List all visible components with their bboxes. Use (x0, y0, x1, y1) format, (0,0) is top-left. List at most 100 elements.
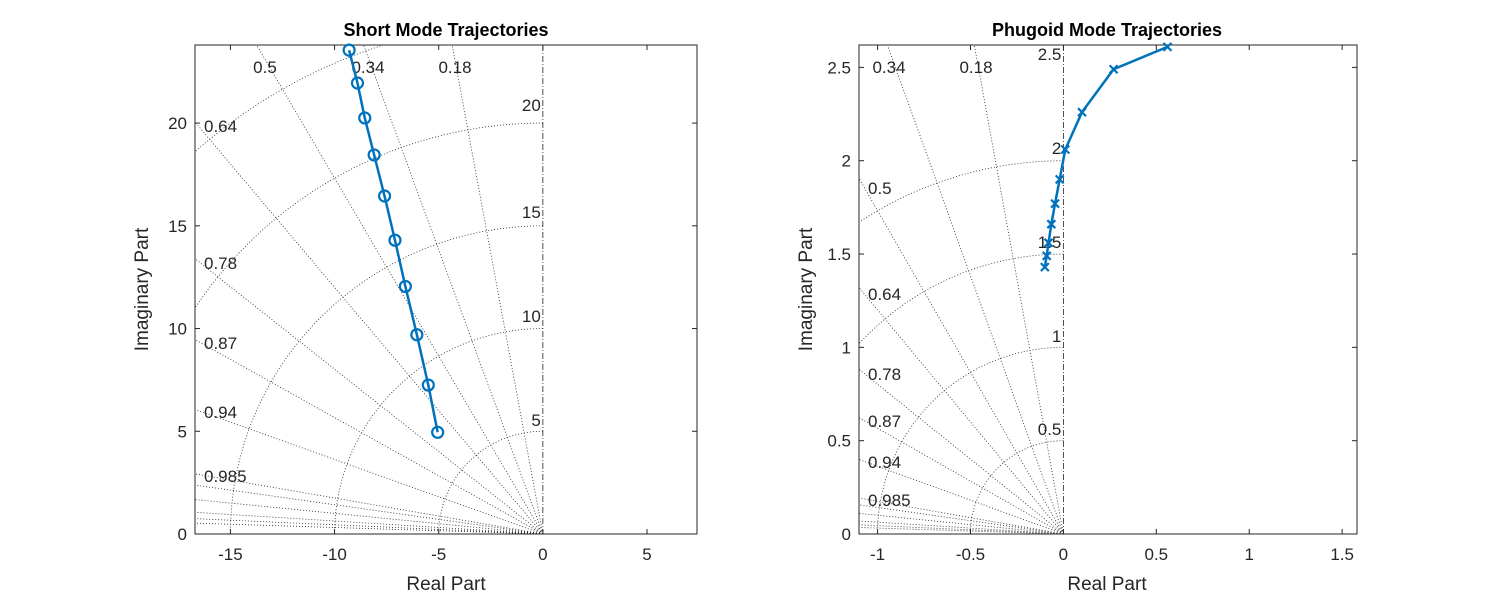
data-point (1043, 238, 1054, 248)
wn-arc (438, 430, 543, 534)
data-point (398, 279, 412, 294)
damping-ray (859, 524, 1064, 534)
damping-label: 0.34 (351, 58, 384, 77)
damping-label: 0.18 (438, 58, 471, 77)
data-point (431, 425, 445, 439)
data-point (1046, 219, 1057, 229)
y-axis-label: Imaginary Part (132, 227, 153, 351)
chart-title: Short Mode Trajectories (343, 20, 548, 40)
damping-ray (195, 511, 543, 534)
y-tick-label: 2 (842, 152, 851, 171)
sgrid (859, 45, 1064, 534)
data-point (358, 111, 372, 125)
trajectory-line (347, 49, 439, 433)
damping-label: 0.94 (204, 403, 237, 422)
data-point (421, 378, 435, 392)
damping-label: 0.64 (868, 285, 901, 304)
data-point (1162, 42, 1173, 52)
wn-label: 1 (1052, 327, 1061, 346)
y-tick-label: 10 (168, 320, 187, 339)
y-tick-label: 0 (178, 525, 187, 544)
damping-ray (859, 527, 1064, 534)
x-tick-label: 0 (1059, 545, 1068, 564)
chart-panel-1: -15 -10 -5 0 5 0 5 10 15 20 0.5 0.34 0.18 0.64 0.78 0.8… (132, 20, 698, 595)
damping-label: 0.87 (204, 334, 237, 353)
data-point (350, 76, 365, 90)
damping-label: 0.985 (204, 467, 247, 486)
x-axis-label: Real Part (406, 574, 486, 595)
data-point (367, 148, 381, 162)
data-point (1054, 174, 1065, 185)
wn-arc (230, 225, 543, 534)
wn-label: 10 (522, 307, 541, 326)
damping-label: 0.5 (253, 58, 277, 77)
x-tick-label: 1 (1244, 545, 1253, 564)
x-tick-label: -10 (322, 545, 347, 564)
damping-ray (195, 522, 543, 534)
y-axis-label: Imaginary Part (796, 227, 817, 351)
y-tick-label: 1 (842, 338, 851, 357)
data-point (388, 233, 402, 247)
sgrid (195, 45, 544, 534)
x-axis-label: Real Part (1067, 574, 1147, 595)
wn-arc (970, 440, 1064, 534)
y-tick-label: 0 (842, 525, 851, 544)
damping-label: 0.985 (868, 491, 911, 510)
wn-label: 0.5 (1038, 420, 1062, 439)
trajectory-line (1043, 45, 1168, 268)
wn-label: 2.5 (1038, 45, 1062, 64)
data-point (1041, 251, 1052, 261)
damping-ray (859, 497, 1064, 534)
x-tick-label: -1 (870, 545, 885, 564)
x-tick-label: 1.5 (1330, 545, 1354, 564)
chart-title: Phugoid Mode Trajectories (992, 20, 1222, 40)
wn-label: 2 (1052, 139, 1061, 158)
damping-label: 0.34 (872, 58, 905, 77)
x-tick-label: 5 (642, 545, 651, 564)
x-tick-label: -0.5 (956, 545, 985, 564)
damping-ray (859, 417, 1064, 534)
x-tick-label: -15 (218, 545, 243, 564)
data-point (377, 189, 392, 203)
y-tick-label: 20 (168, 114, 187, 133)
y-tick-label: 2.5 (827, 58, 851, 77)
wn-label: 5 (531, 411, 540, 430)
damping-ray (859, 512, 1064, 534)
damping-label: 0.87 (868, 412, 901, 431)
data-point (342, 43, 356, 57)
data-point (1050, 198, 1060, 209)
data-point (1077, 107, 1087, 117)
damping-ray (195, 484, 543, 534)
plot-area (194, 44, 698, 535)
wn-arc (877, 346, 1064, 534)
damping-ray (195, 339, 544, 534)
chart-panel-2: -1 -0.5 0 0.5 1 1.5 0 0.5 1 1.5 2 2.5 0.34 0.18 0.5 0.6… (796, 20, 1358, 595)
x-tick-label: -5 (431, 545, 446, 564)
wn-label: 15 (522, 203, 541, 222)
damping-ray (195, 473, 543, 534)
damping-ray (195, 409, 543, 534)
y-tick-label: 0.5 (827, 432, 851, 451)
damping-label: 0.78 (204, 254, 237, 273)
data-point (1108, 64, 1119, 75)
wn-arc (334, 328, 543, 534)
data-point (1040, 262, 1050, 272)
y-tick-label: 1.5 (827, 245, 851, 264)
damping-ray (859, 459, 1064, 534)
data-point (1060, 144, 1071, 155)
damping-ray (195, 518, 543, 534)
plot-area (858, 44, 1358, 535)
damping-ray (859, 368, 1064, 534)
data-point (410, 328, 424, 342)
damping-label: 0.18 (959, 58, 992, 77)
damping-ray (859, 504, 1064, 534)
x-tick-label: 0.5 (1144, 545, 1168, 564)
damping-label: 0.94 (868, 453, 901, 472)
damping-label: 0.5 (868, 179, 892, 198)
x-tick-label: 0 (538, 545, 547, 564)
damping-label: 0.78 (868, 365, 901, 384)
y-tick-label: 15 (168, 217, 187, 236)
y-tick-label: 5 (178, 422, 187, 441)
damping-ray (859, 520, 1064, 534)
